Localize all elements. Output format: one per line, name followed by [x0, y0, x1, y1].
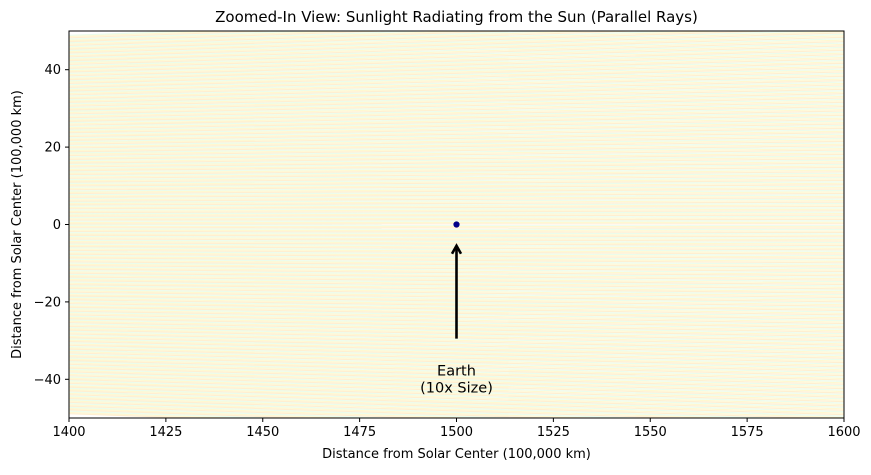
sun-ray — [69, 218, 844, 219]
y-tick-label: −20 — [34, 295, 61, 310]
x-tick-label: 1525 — [537, 425, 570, 440]
earth-marker-group — [454, 222, 460, 228]
x-tick-label: 1550 — [634, 425, 667, 440]
x-tick-label: 1450 — [246, 425, 279, 440]
y-axis-label: Distance from Solar Center (100,000 km) — [10, 90, 25, 359]
sun-ray — [69, 219, 844, 220]
x-tick-label: 1400 — [52, 425, 85, 440]
x-tick-label: 1425 — [149, 425, 182, 440]
y-tick-label: 40 — [44, 63, 61, 78]
x-axis-ticks: 1400 1425 1450 1475 1500 1525 1550 1575 1600 — [52, 418, 860, 440]
earth-annotation-sublabel: (10x Size) — [420, 380, 493, 396]
earth-annotation-label: Earth — [437, 363, 476, 379]
x-tick-label: 1475 — [343, 425, 376, 440]
x-tick-label: 1600 — [827, 425, 860, 440]
sun-ray — [69, 230, 844, 231]
y-axis-ticks: −40 −20 0 20 40 — [34, 63, 69, 388]
y-tick-label: 0 — [53, 218, 61, 233]
x-tick-label: 1500 — [440, 425, 473, 440]
y-tick-label: −40 — [34, 373, 61, 388]
x-tick-label: 1575 — [731, 425, 764, 440]
earth-marker — [454, 222, 460, 228]
x-axis-label: Distance from Solar Center (100,000 km) — [322, 447, 591, 462]
y-tick-label: 20 — [44, 141, 61, 156]
sun-ray — [69, 229, 844, 230]
chart-title: Zoomed-In View: Sunlight Radiating from … — [215, 8, 698, 26]
